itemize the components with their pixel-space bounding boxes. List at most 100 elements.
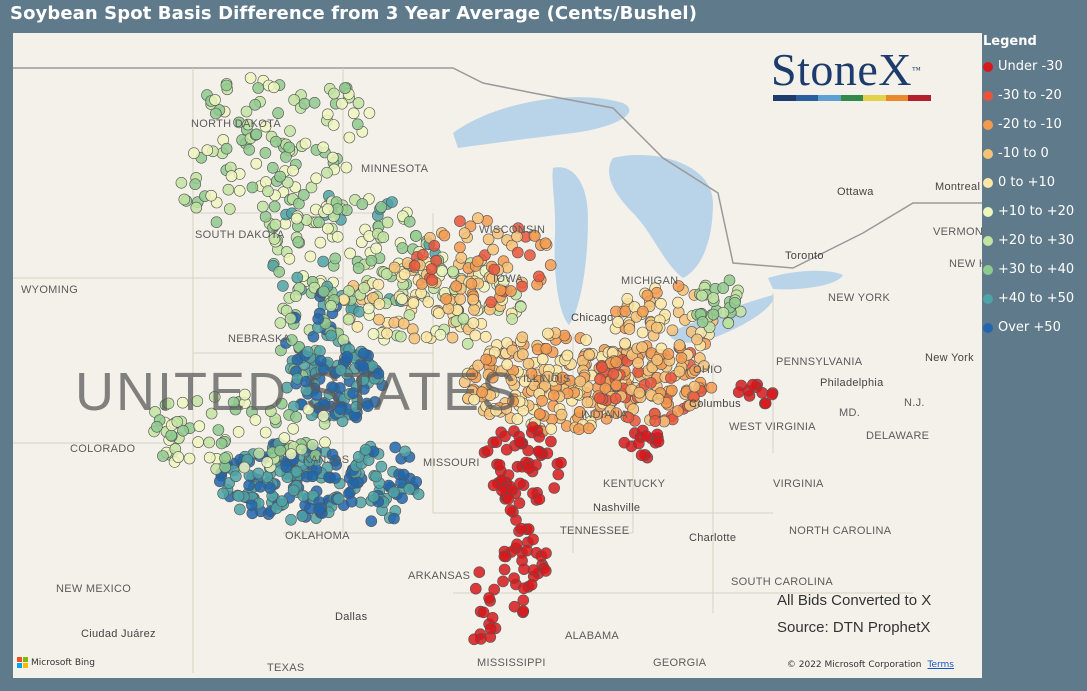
- legend-swatch-icon: [983, 264, 993, 275]
- bid-point: [476, 386, 488, 399]
- bid-point: [504, 504, 517, 516]
- bid-point: [285, 513, 297, 526]
- legend-swatch-icon: [983, 206, 993, 217]
- bid-point: [326, 381, 338, 394]
- bid-point: [640, 430, 653, 442]
- bid-point: [250, 128, 263, 141]
- bid-point: [283, 253, 296, 265]
- legend-swatch-icon: [983, 235, 993, 246]
- bid-point: [362, 302, 375, 315]
- bid-point: [555, 456, 567, 469]
- bid-point: [306, 439, 319, 451]
- annotation-source: Source: DTN ProphetX: [777, 619, 931, 636]
- bid-point: [276, 495, 288, 508]
- bid-point: [465, 278, 478, 290]
- bid-point: [222, 183, 235, 196]
- bid-point: [632, 357, 644, 369]
- bid-point: [610, 356, 623, 368]
- bid-point: [249, 414, 262, 426]
- legend-item[interactable]: +20 to +30: [983, 226, 1087, 255]
- bid-point: [525, 367, 538, 380]
- bid-point: [307, 330, 320, 343]
- bid-point: [359, 443, 372, 456]
- state-label: VERMONT: [933, 226, 982, 238]
- bid-point: [308, 97, 321, 109]
- bid-point: [299, 137, 312, 150]
- bid-point: [252, 82, 264, 94]
- bid-point: [539, 237, 552, 250]
- bid-point: [650, 321, 663, 334]
- legend-item[interactable]: 0 to +10: [983, 168, 1087, 197]
- bing-label: Microsoft Bing: [31, 657, 95, 668]
- bid-point: [673, 339, 686, 352]
- bid-point: [652, 435, 665, 448]
- bid-point: [468, 303, 480, 316]
- bid-point: [350, 401, 363, 413]
- state-label: GEORGIA: [653, 657, 707, 669]
- bid-point: [334, 364, 347, 376]
- bid-point: [210, 107, 222, 120]
- bid-point: [162, 397, 175, 410]
- terms-link[interactable]: Terms: [927, 660, 954, 670]
- bid-point: [652, 392, 665, 405]
- legend-item[interactable]: +10 to +20: [983, 197, 1087, 226]
- bid-point: [707, 308, 720, 321]
- legend-item[interactable]: -30 to -20: [983, 81, 1087, 110]
- bid-point: [707, 292, 720, 304]
- bid-point: [322, 203, 334, 215]
- bid-point: [472, 212, 484, 224]
- bid-point: [314, 354, 327, 367]
- state-label: ALABAMA: [565, 630, 620, 642]
- legend-item[interactable]: +30 to +40: [983, 255, 1087, 284]
- bid-point: [490, 436, 503, 448]
- state-label: WISCONSIN: [479, 224, 546, 236]
- bid-point: [190, 201, 203, 214]
- bid-point: [332, 492, 345, 505]
- bid-point: [396, 492, 408, 505]
- bid-point: [151, 420, 163, 433]
- bid-point: [201, 144, 214, 156]
- legend-item[interactable]: Over +50: [983, 313, 1087, 342]
- bid-point: [388, 512, 400, 525]
- bid-point: [192, 436, 204, 448]
- bid-point: [528, 230, 541, 242]
- bid-point: [232, 490, 245, 502]
- bid-point: [723, 274, 736, 287]
- bid-point: [688, 380, 701, 393]
- map-panel[interactable]: UNITED STATES NORTH DAKOTA MINNESOTA SOU…: [13, 33, 982, 678]
- bid-point: [759, 397, 772, 410]
- bid-point: [527, 564, 540, 576]
- bid-point: [259, 210, 272, 223]
- bid-point: [672, 280, 685, 292]
- bid-point: [540, 342, 553, 355]
- state-label: PENNSYLVANIA: [776, 356, 863, 368]
- bid-point: [177, 424, 189, 437]
- legend-item[interactable]: -10 to 0: [983, 139, 1087, 168]
- bid-point: [525, 578, 538, 591]
- bid-point: [277, 280, 289, 292]
- bid-point: [287, 422, 300, 435]
- bid-point: [483, 592, 495, 604]
- bid-point: [239, 388, 251, 401]
- bid-point: [234, 503, 246, 516]
- city-label: Columbus: [689, 398, 741, 410]
- legend-item[interactable]: Under -30: [983, 52, 1087, 81]
- legend-item[interactable]: +40 to +50: [983, 284, 1087, 313]
- bid-point: [183, 452, 196, 465]
- bid-point: [729, 296, 741, 309]
- state-label: OHIO: [693, 364, 723, 376]
- legend-item[interactable]: -20 to -10: [983, 110, 1087, 139]
- bid-point: [327, 119, 340, 131]
- copyright-text: © 2022 Microsoft Corporation: [786, 660, 922, 670]
- bid-point: [270, 135, 282, 148]
- bid-point: [278, 432, 291, 444]
- bid-point: [290, 290, 302, 303]
- bid-point: [491, 227, 504, 240]
- state-label: NEW YORK: [828, 292, 891, 304]
- bid-point: [403, 483, 416, 495]
- bid-point: [219, 452, 231, 464]
- bid-point: [499, 430, 511, 443]
- bid-point: [208, 391, 221, 403]
- state-label: KENTUCKY: [603, 478, 666, 490]
- bid-point: [541, 370, 554, 383]
